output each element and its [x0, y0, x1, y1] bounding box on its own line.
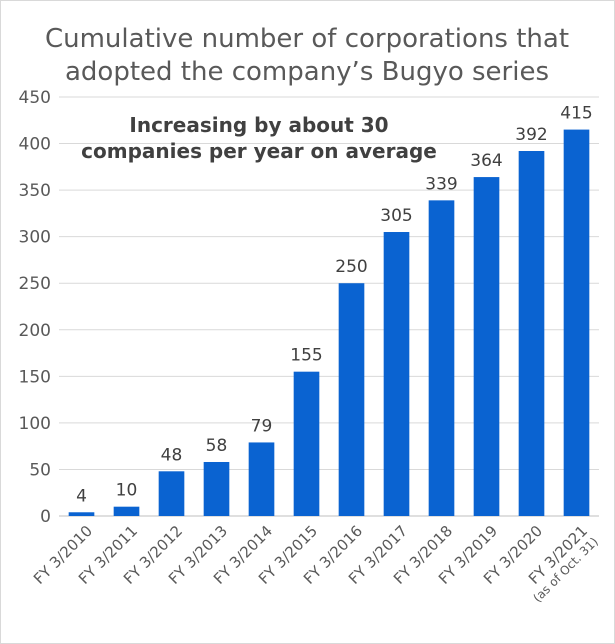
chart-title-line: Cumulative number of corporations that — [45, 24, 569, 54]
data-label: 305 — [380, 206, 412, 226]
bar — [158, 471, 185, 516]
y-axis-ticks: 0 50 100 150 200 250 300 350 400 450 — [19, 88, 51, 527]
y-tick-label: 150 — [19, 367, 51, 387]
chart-title-line: adopted the company’s Bugyo series — [65, 57, 549, 87]
data-label: 392 — [515, 125, 547, 145]
y-tick-label: 50 — [29, 460, 51, 480]
chart-title: Cumulative number of corporations thatad… — [45, 24, 569, 87]
data-labels: 4 10 48 58 79 155 250 305 339 364 392 415 — [76, 104, 593, 507]
y-tick-label: 300 — [19, 228, 51, 248]
bar — [293, 371, 320, 516]
y-tick-label: 450 — [19, 88, 51, 108]
y-tick-label: 350 — [19, 181, 51, 201]
bar — [203, 461, 230, 516]
y-tick-label: 400 — [19, 135, 51, 155]
bar — [338, 283, 365, 516]
y-tick-label: 200 — [19, 321, 51, 341]
y-tick-label: 100 — [19, 414, 51, 434]
y-tick-label: 0 — [40, 507, 51, 527]
data-label: 339 — [425, 174, 457, 194]
data-label: 155 — [290, 346, 322, 366]
data-label: 48 — [161, 445, 183, 465]
data-label: 79 — [251, 416, 273, 436]
bar — [68, 512, 95, 516]
annotation-line: Increasing by about 30 — [129, 113, 388, 137]
bar — [518, 151, 545, 516]
bar — [473, 177, 500, 516]
bar — [248, 442, 275, 516]
data-label: 364 — [470, 151, 502, 171]
annotation-line: companies per year on average — [81, 139, 437, 163]
data-label: 4 — [76, 486, 87, 506]
data-label: 10 — [116, 481, 138, 501]
gridlines — [59, 96, 599, 517]
data-label: 415 — [560, 104, 592, 124]
bars — [68, 129, 590, 517]
bar — [563, 129, 590, 517]
bar — [383, 232, 410, 516]
bar — [428, 200, 455, 516]
data-label: 58 — [206, 436, 228, 456]
y-tick-label: 250 — [19, 274, 51, 294]
bar — [113, 506, 140, 516]
data-label: 250 — [335, 257, 367, 277]
